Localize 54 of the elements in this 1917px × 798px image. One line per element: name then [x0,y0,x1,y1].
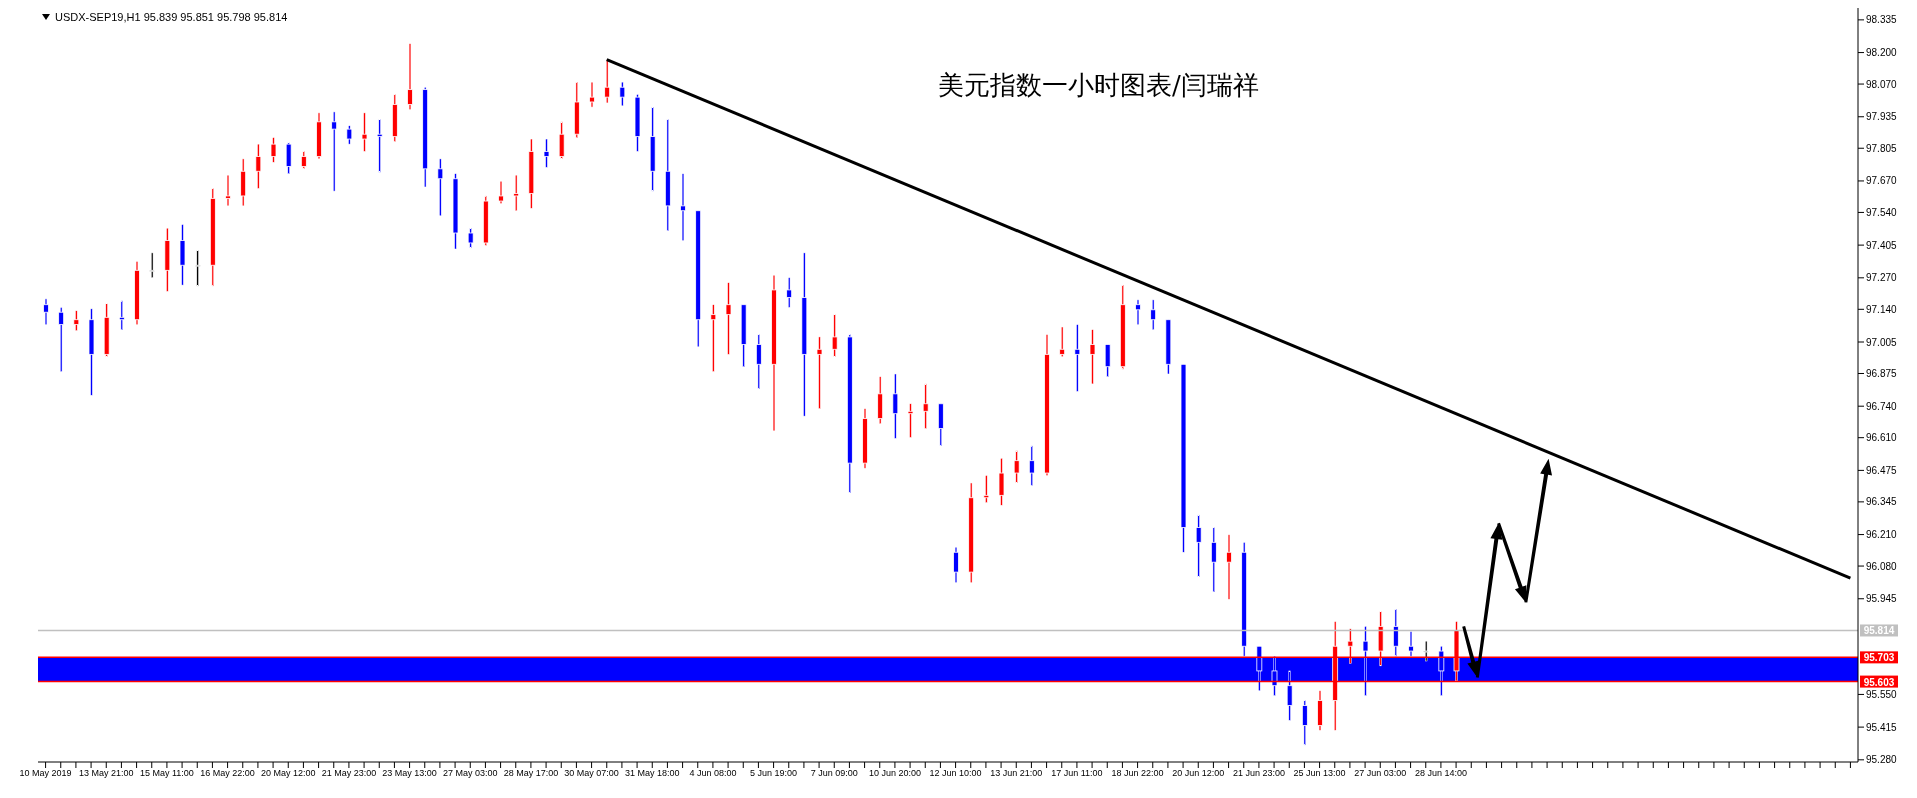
y-tick-label: 97.270 [1866,272,1898,284]
x-tick-label: 5 Jun 19:00 [750,768,798,779]
y-tick-label: 98.070 [1866,78,1898,90]
candlestick [1059,326,1066,358]
x-tick-label: 31 May 18:00 [624,768,680,779]
y-tick-label: 95.280 [1866,754,1898,766]
ref-line-label: 95.814 [1863,625,1895,637]
y-tick-label: 96.875 [1866,368,1898,380]
x-tick-label: 10 May 2019 [19,768,72,779]
y-tick-label: 96.475 [1866,464,1898,476]
y-tick-label: 98.335 [1866,14,1898,26]
y-tick-label: 95.945 [1866,593,1898,605]
x-tick-label: 21 May 23:00 [321,768,377,779]
y-tick-label: 97.540 [1866,206,1898,218]
y-tick-label: 97.935 [1866,111,1898,123]
y-tick-label: 97.140 [1866,303,1898,315]
x-tick-label: 17 Jun 11:00 [1051,768,1103,779]
y-tick-label: 97.405 [1866,239,1898,251]
x-tick-label: 20 May 12:00 [260,768,316,779]
x-tick-label: 13 Jun 21:00 [990,768,1043,779]
y-tick-label: 97.805 [1866,142,1898,154]
x-tick-label: 27 May 03:00 [442,768,498,779]
y-tick-label: 95.550 [1866,688,1898,700]
x-tick-label: 7 Jun 09:00 [810,768,858,779]
y-tick-label: 96.210 [1866,529,1898,541]
y-tick-label: 96.080 [1866,560,1898,572]
y-tick-label: 98.200 [1866,47,1898,59]
annotation: 美元指数一小时图表/闫瑞祥 [938,69,1259,102]
chart-title: USDX-SEP19,H1 95.839 95.851 95.798 95.814 [55,11,288,23]
candlestick [604,59,611,104]
ref-line-label: 95.703 [1863,652,1895,664]
x-tick-label: 28 Jun 14:00 [1414,768,1467,779]
y-tick-label: 97.670 [1866,175,1898,187]
x-tick-label: 15 May 11:00 [139,768,194,779]
x-tick-label: 25 Jun 13:00 [1293,768,1346,779]
x-tick-label: 10 Jun 20:00 [868,768,921,779]
x-tick-label: 30 May 07:00 [564,768,619,779]
x-tick-label: 20 Jun 12:00 [1172,768,1225,779]
y-tick-label: 96.345 [1866,496,1898,508]
y-tick-label: 96.740 [1866,400,1898,412]
x-tick-label: 12 Jun 10:00 [929,768,982,779]
ref-line-label: 95.603 [1863,676,1895,688]
x-tick-label: 21 Jun 23:00 [1232,768,1285,779]
candlestick [498,180,504,204]
y-tick-label: 95.415 [1866,721,1898,733]
x-tick-label: 27 Jun 03:00 [1354,768,1407,779]
x-tick-label: 13 May 21:00 [78,768,134,779]
x-tick-label: 16 May 22:00 [200,768,255,779]
x-tick-label: 4 Jun 08:00 [689,768,737,779]
x-tick-label: 18 Jun 22:00 [1111,768,1164,779]
x-tick-label: 23 May 13:00 [382,768,437,779]
y-tick-label: 96.610 [1866,432,1898,444]
y-tick-label: 97.005 [1866,336,1898,348]
x-tick-label: 28 May 17:00 [503,768,559,779]
